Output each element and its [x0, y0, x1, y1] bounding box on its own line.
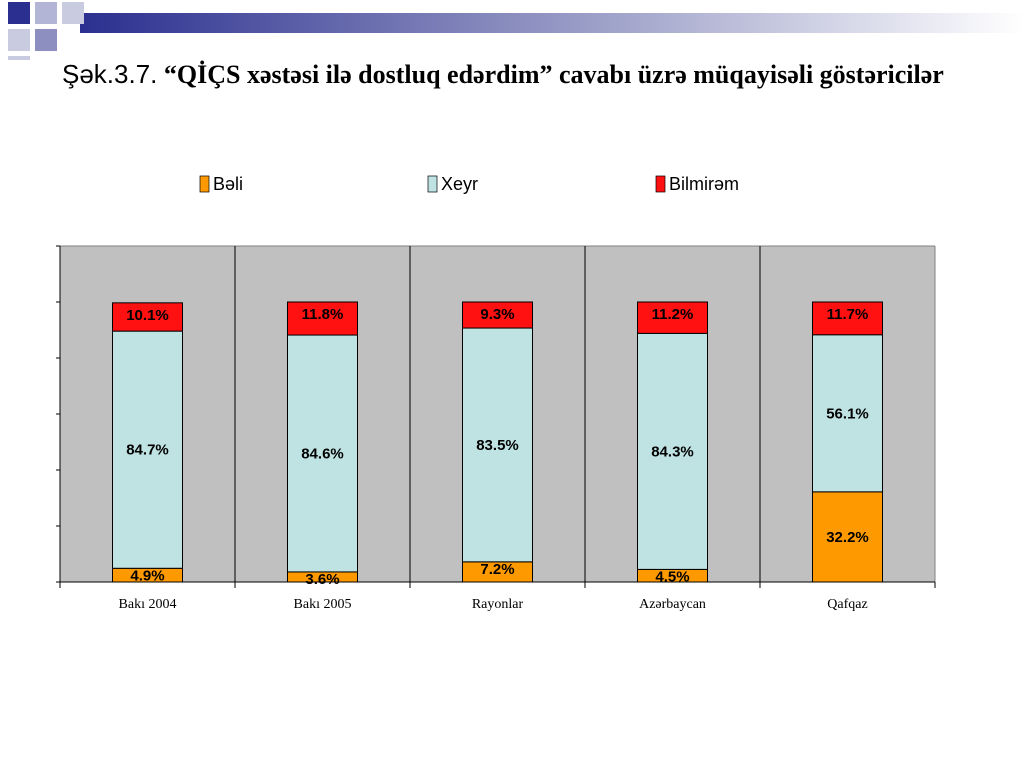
x-category-label: Rayonlar: [472, 597, 524, 612]
data-label: 32.2%: [826, 529, 869, 546]
bar-segment-bilmirəm: [462, 301, 533, 329]
data-label: 4.5%: [655, 568, 689, 585]
data-label: 84.3%: [651, 443, 694, 460]
data-label: 9.3%: [480, 306, 514, 323]
legend-label-3: Bilmirəm: [669, 174, 739, 194]
bar-segment-xeyr: [462, 327, 533, 563]
x-category-label: Azərbaycan: [639, 597, 706, 612]
bar-segment-bilmirəm: [287, 301, 358, 336]
data-label: 56.1%: [826, 405, 869, 422]
x-category-label: Bakı 2004: [119, 597, 177, 612]
decorative-header-squares: [8, 2, 1024, 60]
data-label: 7.2%: [480, 561, 514, 578]
legend-label-1: Bəli: [213, 174, 243, 194]
stacked-bar-chart: Bəli Xeyr Bilmirəm 4.9% 84.7% 10.1% Bakı 2004 3…: [56, 174, 936, 612]
legend-swatch-1: [199, 175, 210, 193]
bar-segment-bilmirəm: [112, 302, 183, 332]
data-label: 84.6%: [301, 445, 344, 462]
x-category-label: Bakı 2005: [294, 597, 352, 612]
bar-segment-xeyr: [637, 332, 708, 570]
bar-segment-bilmirəm: [812, 301, 883, 336]
bar-segment-xeyr: [112, 330, 183, 569]
data-label: 11.8%: [302, 306, 344, 323]
data-label: 3.6%: [305, 571, 339, 588]
bar-segment-xeyr: [287, 334, 358, 573]
slide-title-text: “QİÇS xəstəsi ilə dostluq edərdim” cavab…: [163, 60, 944, 89]
data-label: 10.1%: [126, 307, 169, 324]
x-category-label: Qafqaz: [827, 597, 867, 612]
data-label: 11.2%: [652, 306, 694, 323]
data-label: 11.7%: [827, 306, 869, 323]
legend-swatch-3: [655, 175, 666, 193]
bar-segment-bilmirəm: [637, 301, 708, 334]
legend-swatch-2: [427, 175, 438, 193]
bar-segment-bəli: [812, 491, 883, 583]
legend-label-2: Xeyr: [441, 174, 478, 194]
slide-title-number: Şək.3.7.: [62, 59, 158, 89]
slide-title: Şək.3.7. “QİÇS xəstəsi ilə dostluq edərd…: [62, 56, 1002, 93]
data-label: 4.9%: [130, 567, 164, 584]
data-label: 84.7%: [126, 442, 169, 459]
data-label: 83.5%: [476, 437, 519, 454]
bar-segment-xeyr: [812, 334, 883, 493]
